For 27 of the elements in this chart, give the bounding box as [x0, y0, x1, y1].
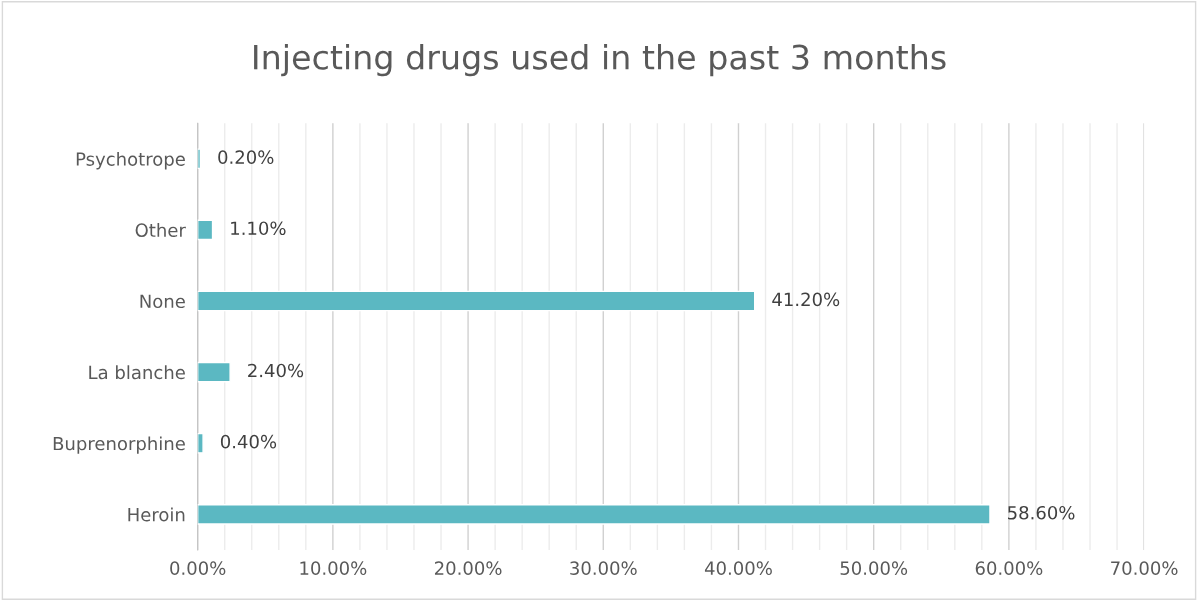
x-tick-label: 20.00%: [434, 561, 502, 575]
y-tick-label: Heroin: [128, 507, 185, 522]
x-tick-label: 0.00%: [170, 561, 226, 575]
data-label: 2.40%: [248, 363, 304, 378]
x-tick-label: 50.00%: [840, 561, 908, 575]
x-tick-label: 60.00%: [975, 561, 1043, 575]
y-tick-label: Buprenorphine: [53, 436, 185, 454]
bar: [197, 290, 756, 312]
y-tick-label: Other: [135, 223, 186, 237]
x-tick-label: 30.00%: [570, 561, 637, 575]
y-tick-label: La blanche: [89, 365, 185, 380]
data-label: 41.20%: [772, 292, 840, 307]
y-tick-label: None: [140, 294, 185, 309]
x-tick-label: 70.00%: [1111, 561, 1178, 575]
bar: [197, 432, 204, 454]
bar: [197, 361, 231, 383]
bar: [197, 148, 202, 170]
y-tick-label: Psychotrope: [76, 151, 185, 170]
data-label: 0.20%: [218, 150, 274, 164]
chart-title: Injecting drugs used in the past 3 months: [254, 43, 946, 77]
data-label: 0.40%: [220, 434, 277, 449]
x-tick-label: 10.00%: [300, 561, 367, 575]
bar: [197, 504, 991, 525]
bar: [197, 219, 214, 241]
data-label: 58.60%: [1008, 505, 1075, 520]
data-label: 1.10%: [231, 221, 286, 236]
x-tick-label: 40.00%: [704, 561, 772, 575]
